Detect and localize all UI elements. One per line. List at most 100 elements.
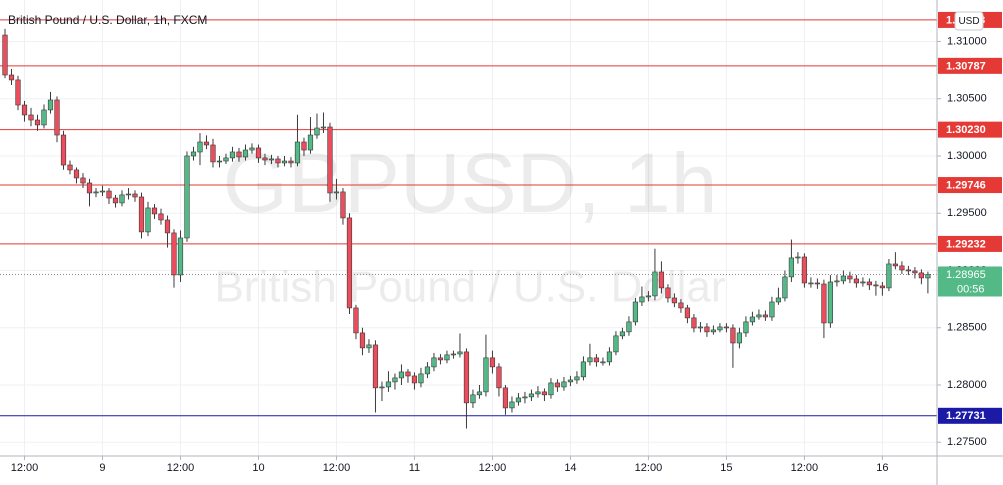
candle-body xyxy=(808,282,814,285)
candle-body xyxy=(138,196,145,233)
y-tick-label: 1.28500 xyxy=(947,322,987,334)
candle-body xyxy=(288,160,294,164)
last-price-label: 1.28965 xyxy=(946,269,986,281)
candle-body xyxy=(658,271,665,289)
countdown: 00:56 xyxy=(957,283,985,295)
level-label-box xyxy=(938,57,1002,74)
candle-body xyxy=(119,194,125,204)
currency-badge[interactable] xyxy=(954,11,984,31)
x-tick-label: 9 xyxy=(99,462,105,474)
candle-body xyxy=(229,151,236,159)
candle-body xyxy=(93,191,99,194)
candle-body xyxy=(788,257,795,278)
candle-body xyxy=(54,99,60,136)
chart-title: British Pound / U.S. Dollar, 1h, FXCM xyxy=(8,13,207,27)
candle-body xyxy=(255,147,262,159)
x-tick-label: 11 xyxy=(409,462,420,474)
candle-body xyxy=(535,391,541,395)
candle-body xyxy=(294,141,301,164)
candle-body xyxy=(190,151,197,157)
x-tick-label: 14 xyxy=(564,462,576,474)
candle-body xyxy=(333,191,340,194)
candle-body xyxy=(925,274,931,279)
level-label: 1.29232 xyxy=(946,238,986,250)
candles xyxy=(2,28,931,429)
candle-body xyxy=(606,351,613,363)
candle-body xyxy=(574,376,580,381)
candle-body xyxy=(34,119,41,126)
candle-body xyxy=(710,329,717,333)
candle-body xyxy=(769,301,775,318)
candle-body xyxy=(717,326,723,331)
candle-body xyxy=(236,151,242,158)
x-tick-label: 10 xyxy=(252,462,264,474)
candle-body xyxy=(340,191,346,219)
candle-body xyxy=(177,237,184,276)
level-label-box xyxy=(938,235,1002,252)
candle-body xyxy=(561,381,567,388)
candle-body xyxy=(86,182,93,194)
candle-body xyxy=(834,280,840,283)
candle-body xyxy=(405,371,411,377)
candle-body xyxy=(918,272,925,279)
candle-body xyxy=(60,134,67,166)
candle-body xyxy=(346,217,353,309)
y-tick-label: 1.27500 xyxy=(947,436,987,448)
candle-body xyxy=(684,307,691,319)
candle-body xyxy=(249,147,255,151)
candle-body xyxy=(496,366,502,389)
candle-body xyxy=(697,326,704,329)
candle-body xyxy=(762,314,769,318)
candle-body xyxy=(359,332,366,349)
candle-body xyxy=(756,314,762,318)
candle-body xyxy=(827,281,834,324)
y-tick-label: 1.29500 xyxy=(947,207,987,219)
candle-body xyxy=(151,207,158,215)
x-tick-label: 12:00 xyxy=(323,462,351,474)
candle-body xyxy=(899,265,905,271)
candle-body xyxy=(437,357,444,361)
candle-body xyxy=(21,104,28,116)
y-tick-label: 1.28000 xyxy=(947,379,987,391)
candle-body xyxy=(548,382,554,396)
candle-body xyxy=(281,160,288,164)
candle-body xyxy=(892,263,899,267)
candle-body xyxy=(15,79,21,106)
candle-body xyxy=(125,193,132,196)
candle-body xyxy=(424,366,431,375)
x-tick-label: 16 xyxy=(876,462,888,474)
candle-body xyxy=(73,169,80,179)
candle-body xyxy=(99,190,106,193)
candle-body xyxy=(47,99,54,111)
candle-body xyxy=(242,149,249,158)
candle-body xyxy=(502,387,509,409)
candle-body xyxy=(736,332,743,344)
candle-body xyxy=(775,297,782,303)
candle-body xyxy=(489,357,496,368)
candle-body xyxy=(450,353,457,356)
candle-body xyxy=(418,373,424,384)
candle-body xyxy=(593,357,600,363)
candle-body xyxy=(158,213,164,221)
candle-body xyxy=(320,126,327,129)
candle-body xyxy=(262,157,268,161)
candle-body xyxy=(80,177,86,184)
candle-body xyxy=(210,144,216,163)
candle-body xyxy=(372,344,379,389)
candle-body xyxy=(860,281,866,284)
candle-body xyxy=(639,296,645,303)
candle-body xyxy=(463,351,470,404)
x-tick-label: 12:00 xyxy=(635,462,663,474)
x-tick-label: 12:00 xyxy=(167,462,195,474)
watermark-subtitle: British Pound / U.S. Dollar xyxy=(214,263,725,312)
x-tick-label: 12:00 xyxy=(11,462,39,474)
candle-body xyxy=(171,232,177,276)
candle-body xyxy=(730,327,736,344)
candle-body xyxy=(840,275,847,282)
candle-body xyxy=(632,301,639,323)
candle-body xyxy=(749,316,756,323)
axes: 1.310001.305001.300001.295001.290001.285… xyxy=(11,11,1002,474)
y-tick-label: 1.31000 xyxy=(947,35,987,47)
